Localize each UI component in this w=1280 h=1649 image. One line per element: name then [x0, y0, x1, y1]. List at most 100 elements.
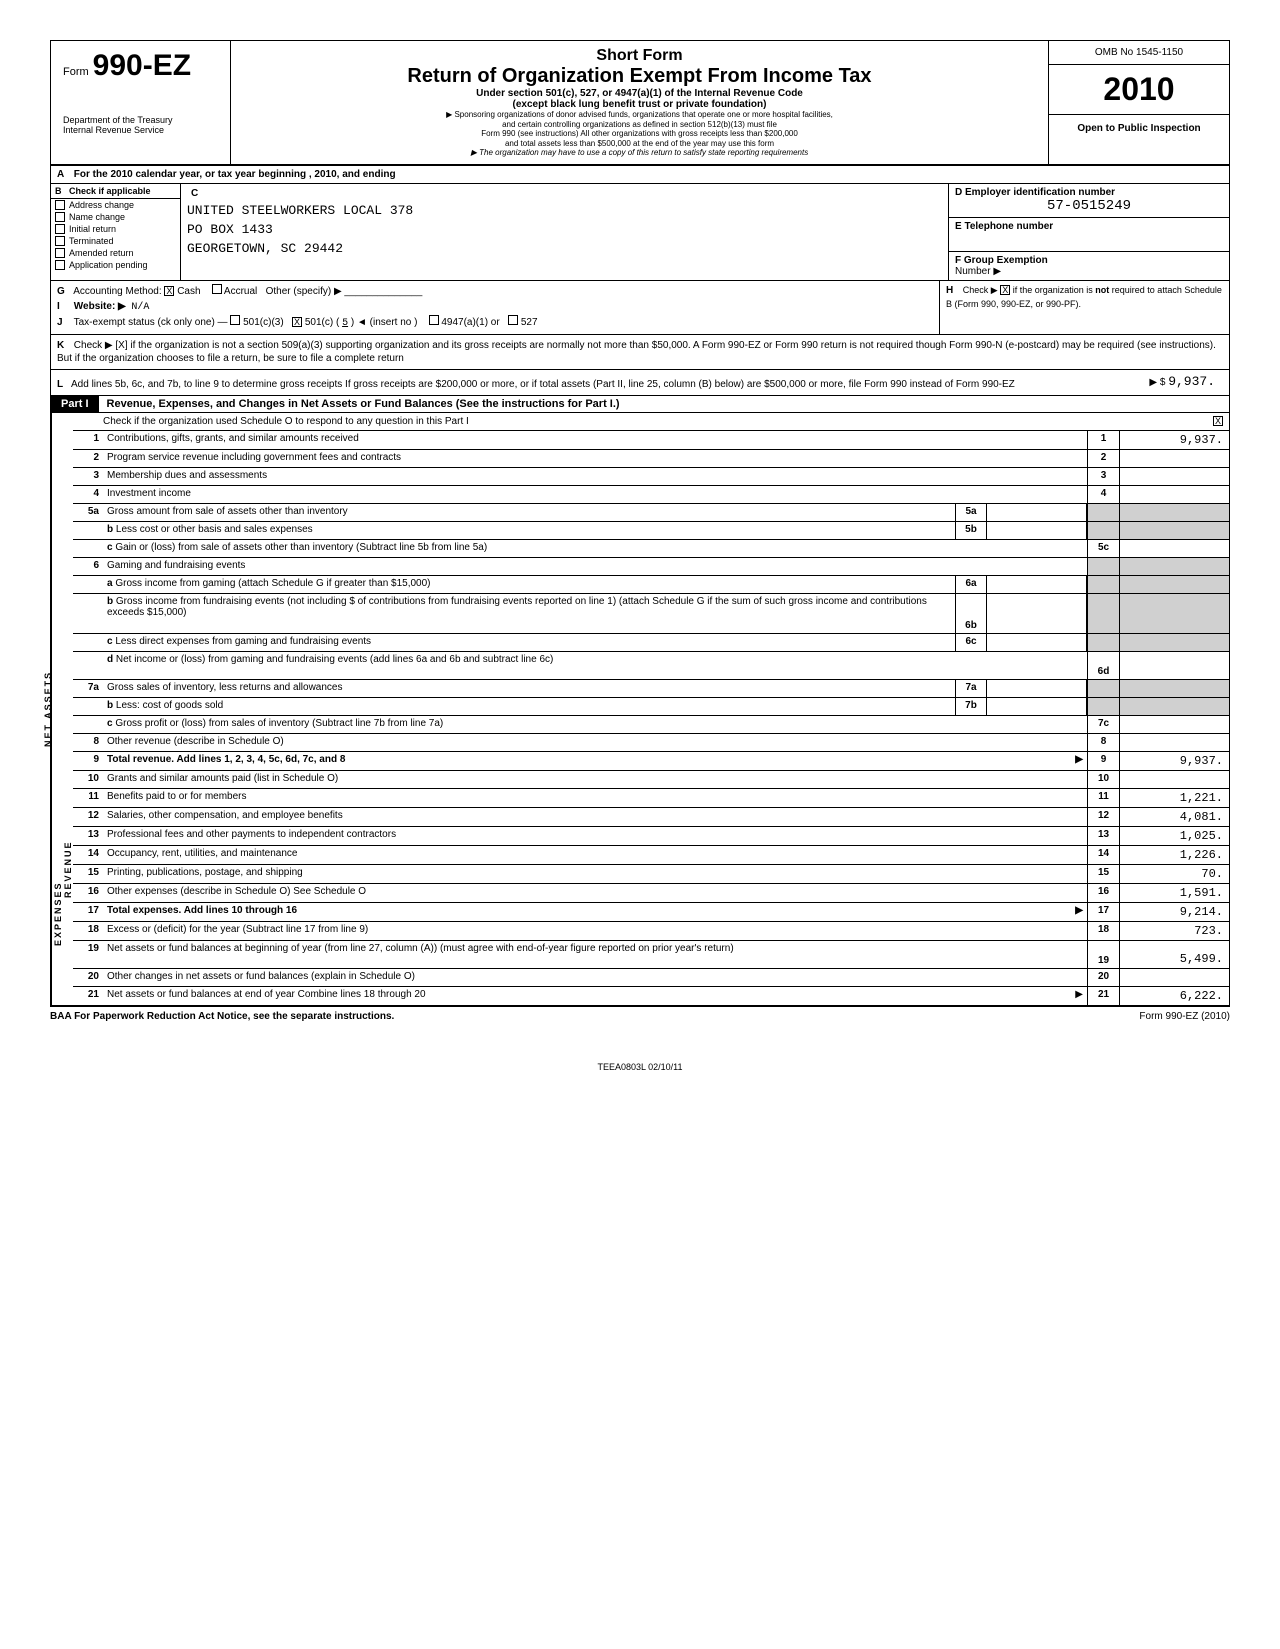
row-k: K Check ▶ [X] if the organization is not…: [50, 335, 1230, 370]
checkbox-pending[interactable]: [55, 260, 65, 270]
l18-val: 723.: [1119, 922, 1229, 940]
l5c-val: [1119, 540, 1229, 557]
website-value: N/A: [131, 302, 149, 313]
line-a: A For the 2010 calendar year, or tax yea…: [50, 166, 1230, 184]
f-label: F Group Exemption: [955, 255, 1048, 266]
cash-label: Cash: [177, 286, 200, 297]
checkbox-amended[interactable]: [55, 248, 65, 258]
open-to-public: Open to Public Inspection: [1049, 115, 1229, 142]
j-527: 527: [521, 317, 538, 328]
l3-val: [1119, 468, 1229, 485]
l5a-shade2: [1119, 504, 1229, 521]
subtitle2: (except black lung benefit trust or priv…: [241, 99, 1038, 110]
side-revenue: REVENUE EXPENSES NET ASSETS: [51, 413, 73, 1005]
l12-num: 12: [73, 808, 103, 826]
part1-header: Part I Revenue, Expenses, and Changes in…: [50, 396, 1230, 413]
checkbox-501c3[interactable]: [230, 315, 240, 325]
l6c-desc: Less direct expenses from gaming and fun…: [115, 636, 371, 647]
l9-desc: Total revenue. Add lines 1, 2, 3, 4, 5c,…: [103, 752, 1087, 770]
l7a-inum: 7a: [955, 680, 987, 697]
l5b-desc: Less cost or other basis and sales expen…: [116, 524, 313, 535]
l7a-desc: Gross sales of inventory, less returns a…: [103, 680, 955, 697]
fine2: and certain controlling organizations as…: [241, 120, 1038, 130]
l6a-desc: Gross income from gaming (attach Schedul…: [115, 578, 430, 589]
c-label: C: [187, 186, 942, 201]
col-c: C UNITED STEELWORKERS LOCAL 378 PO BOX 1…: [181, 184, 949, 280]
l12-val: 4,081.: [1119, 808, 1229, 826]
checkbox-schedule-o[interactable]: X: [1213, 416, 1223, 426]
fine4: and total assets less than $500,000 at t…: [241, 139, 1038, 149]
l13-val: 1,025.: [1119, 827, 1229, 845]
e-label: E Telephone number: [955, 221, 1223, 232]
l7b-desc: Less: cost of goods sold: [116, 700, 223, 711]
row-l: L Add lines 5b, 6c, and 7b, to line 9 to…: [50, 370, 1230, 396]
col-def: D Employer identification number 57-0515…: [949, 184, 1229, 280]
l9-val: 9,937.: [1119, 752, 1229, 770]
other-label: Other (specify) ▶: [266, 286, 342, 297]
l19-val: 5,499.: [1119, 941, 1229, 968]
part1-title: Revenue, Expenses, and Changes in Net As…: [99, 396, 1229, 412]
j-label: Tax-exempt status (ck only one) —: [74, 317, 228, 328]
l4-rnum: 4: [1087, 486, 1119, 503]
l11-rnum: 11: [1087, 789, 1119, 807]
l14-rnum: 14: [1087, 846, 1119, 864]
b-header: Check if applicable: [69, 186, 151, 196]
org-name: UNITED STEELWORKERS LOCAL 378: [187, 201, 942, 220]
fine1: ▶ Sponsoring organizations of donor advi…: [241, 110, 1038, 120]
checkbox-name[interactable]: [55, 212, 65, 222]
omb-number: OMB No 1545-1150: [1049, 41, 1229, 65]
checkbox-address[interactable]: [55, 200, 65, 210]
checkbox-cash[interactable]: X: [164, 286, 174, 296]
l2-num: 2: [73, 450, 103, 467]
check-terminated: Terminated: [69, 236, 114, 246]
row-ghij: G Accounting Method: X Cash Accrual Othe…: [50, 281, 1230, 335]
dept-treasury: Department of the Treasury: [63, 115, 218, 125]
l6d-rnum: 6d: [1087, 652, 1119, 679]
l4-val: [1119, 486, 1229, 503]
checkbox-527[interactable]: [508, 315, 518, 325]
l16-val: 1,591.: [1119, 884, 1229, 902]
l17-num: 17: [73, 903, 103, 921]
l2-rnum: 2: [1087, 450, 1119, 467]
l10-val: [1119, 771, 1229, 788]
l13-desc: Professional fees and other payments to …: [103, 827, 1087, 845]
l1-desc: Contributions, gifts, grants, and simila…: [103, 431, 1087, 449]
l4-num: 4: [73, 486, 103, 503]
checkbox-initial[interactable]: [55, 224, 65, 234]
l11-desc: Benefits paid to or for members: [103, 789, 1087, 807]
l8-num: 8: [73, 734, 103, 751]
main-title: Return of Organization Exempt From Incom…: [241, 65, 1038, 88]
l15-num: 15: [73, 865, 103, 883]
l8-desc: Other revenue (describe in Schedule O): [103, 734, 1087, 751]
l13-num: 13: [73, 827, 103, 845]
l1-num: 1: [73, 431, 103, 449]
l19-desc: Net assets or fund balances at beginning…: [103, 941, 1087, 968]
l17-val: 9,214.: [1119, 903, 1229, 921]
l5c-rnum: 5c: [1087, 540, 1119, 557]
l16-num: 16: [73, 884, 103, 902]
j-a1: 4947(a)(1) or: [441, 317, 499, 328]
footer-left: BAA For Paperwork Reduction Act Notice, …: [50, 1011, 394, 1022]
fine3: Form 990 (see instructions) All other or…: [241, 129, 1038, 139]
checkbox-h[interactable]: X: [1000, 285, 1010, 295]
l2-desc: Program service revenue including govern…: [103, 450, 1087, 467]
checkbox-accrual[interactable]: [212, 284, 222, 294]
dept-irs: Internal Revenue Service: [63, 125, 218, 135]
l1-val: 9,937.: [1119, 431, 1229, 449]
l11-val: 1,221.: [1119, 789, 1229, 807]
l21-desc: Net assets or fund balances at end of ye…: [103, 987, 1087, 1005]
l5b-inum: 5b: [955, 522, 987, 539]
j-csuf: ) ◄ (insert no ): [351, 317, 418, 328]
l6c-inum: 6c: [955, 634, 987, 651]
l-text: Add lines 5b, 6c, and 7b, to line 9 to d…: [71, 378, 1015, 391]
checkbox-4947[interactable]: [429, 315, 439, 325]
l21-num: 21: [73, 987, 103, 1005]
l5b-num: [73, 522, 103, 539]
l7c-desc: Gross profit or (loss) from sales of inv…: [115, 718, 443, 729]
l3-num: 3: [73, 468, 103, 485]
short-form-label: Short Form: [241, 47, 1038, 65]
l21-val: 6,222.: [1119, 987, 1229, 1005]
checkbox-501c[interactable]: X: [292, 317, 302, 327]
checkbox-terminated[interactable]: [55, 236, 65, 246]
g-label: Accounting Method:: [73, 286, 161, 297]
